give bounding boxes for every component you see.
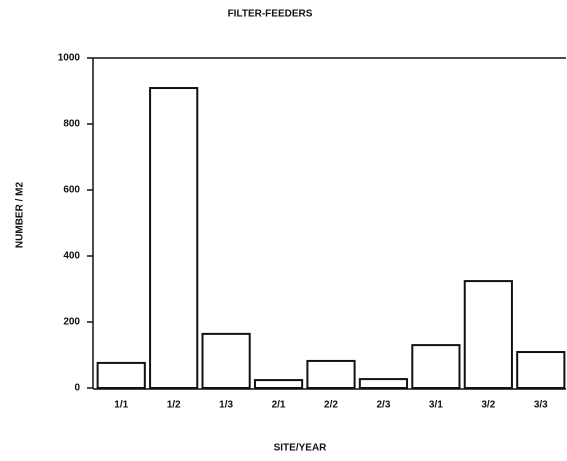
bar xyxy=(253,379,304,389)
bar xyxy=(201,332,251,390)
x-tick-label: 1/1 xyxy=(114,400,128,411)
bar xyxy=(463,280,513,389)
y-tick-label: 0 xyxy=(74,383,80,394)
x-tick-label: 1/3 xyxy=(219,400,233,411)
x-tick-label: 1/2 xyxy=(167,400,181,411)
y-tick-label: 800 xyxy=(63,119,80,130)
y-tick-label: 400 xyxy=(63,251,80,262)
bar xyxy=(96,361,146,390)
y-tick-label: 200 xyxy=(63,317,80,328)
y-tick-label: 600 xyxy=(63,185,80,196)
bar xyxy=(149,87,199,389)
x-tick-label: 2/3 xyxy=(376,400,390,411)
chart-title: FILTER-FEEDERS xyxy=(228,9,313,20)
bar xyxy=(516,351,566,389)
x-tick-label: 3/1 xyxy=(429,400,443,411)
x-tick-label: 3/2 xyxy=(481,400,495,411)
y-axis-label: NUMBER / M2 xyxy=(15,182,26,249)
bar xyxy=(306,359,356,390)
y-tick-label: 1000 xyxy=(58,53,81,64)
bar xyxy=(358,378,409,389)
x-tick-label: 2/2 xyxy=(324,400,338,411)
x-axis-label: SITE/YEAR xyxy=(274,443,328,454)
x-tick-label: 2/1 xyxy=(272,400,286,411)
bar xyxy=(411,344,461,390)
x-tick-label: 3/3 xyxy=(534,400,548,411)
